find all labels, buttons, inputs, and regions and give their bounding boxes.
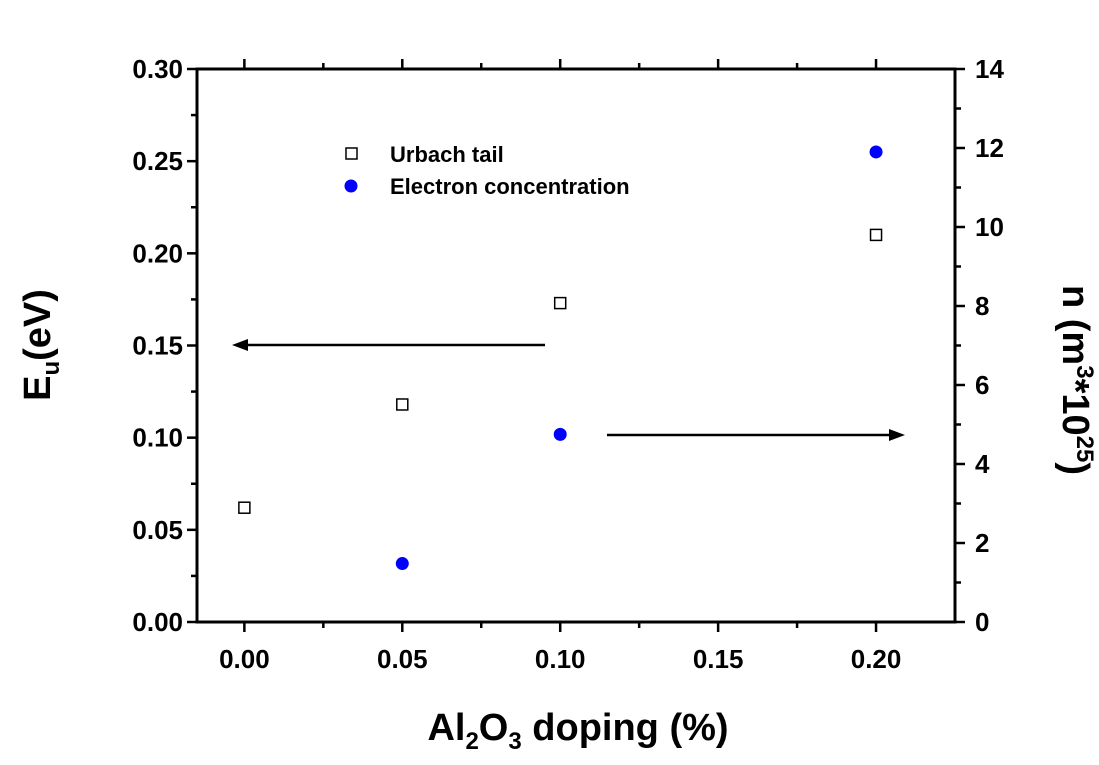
y-left-tick-label: 0.20: [132, 238, 183, 268]
y-left-tick-label: 0.15: [132, 331, 183, 361]
x-tick-label: 0.00: [219, 644, 270, 674]
y-right-tick-label: 4: [975, 449, 990, 479]
y-axis-left-title: Eu(eV): [17, 289, 65, 401]
legend-label-electron: Electron concentration: [390, 174, 630, 199]
y-right-tick-label: 14: [975, 54, 1004, 84]
x-axis-title: Al2O3 doping (%): [427, 707, 728, 755]
legend: Urbach tail Electron concentration: [344, 142, 630, 199]
y-left-tick-label: 0.25: [132, 146, 183, 176]
y-right-tick-label: 0: [975, 607, 989, 637]
legend-marker-electron: [344, 179, 358, 193]
urbach-tail-point: [396, 398, 409, 411]
electron-concentration-point: [869, 145, 883, 159]
arrow-left-annotation: [232, 339, 545, 351]
x-tick-label: 0.05: [377, 644, 428, 674]
y-left-tick-label: 0.30: [132, 54, 183, 84]
electron-concentration-point: [553, 427, 567, 441]
urbach-tail-point: [553, 296, 567, 310]
y-right-tick-label: 12: [975, 133, 1004, 163]
legend-label-urbach: Urbach tail: [390, 142, 504, 167]
y-right-tick-label: 10: [975, 212, 1004, 242]
electron-concentration-point: [395, 557, 409, 571]
urbach-tail-point: [869, 228, 883, 242]
y-right-tick-label: 2: [975, 528, 989, 558]
y-left-tick-label: 0.00: [132, 607, 183, 637]
y-axis-right-title: n (m3*1025): [1054, 285, 1098, 475]
y-right-tick-label: 8: [975, 291, 989, 321]
arrow-right-annotation: [607, 429, 905, 441]
y-right-tick-label: 6: [975, 370, 989, 400]
ticks-layer: 0.00 0.05 0.10 0.15 0.20 0.00 0.05 0.10 0.15 0.20…: [132, 54, 1004, 674]
urbach-tail-point: [238, 501, 251, 514]
x-tick-label: 0.15: [693, 644, 744, 674]
y-left-tick-label: 0.10: [132, 423, 183, 453]
x-tick-label: 0.10: [535, 644, 586, 674]
y-left-tick-label: 0.05: [132, 515, 183, 545]
legend-marker-urbach: [345, 147, 358, 160]
points-layer: [238, 145, 883, 571]
x-tick-label: 0.20: [851, 644, 902, 674]
